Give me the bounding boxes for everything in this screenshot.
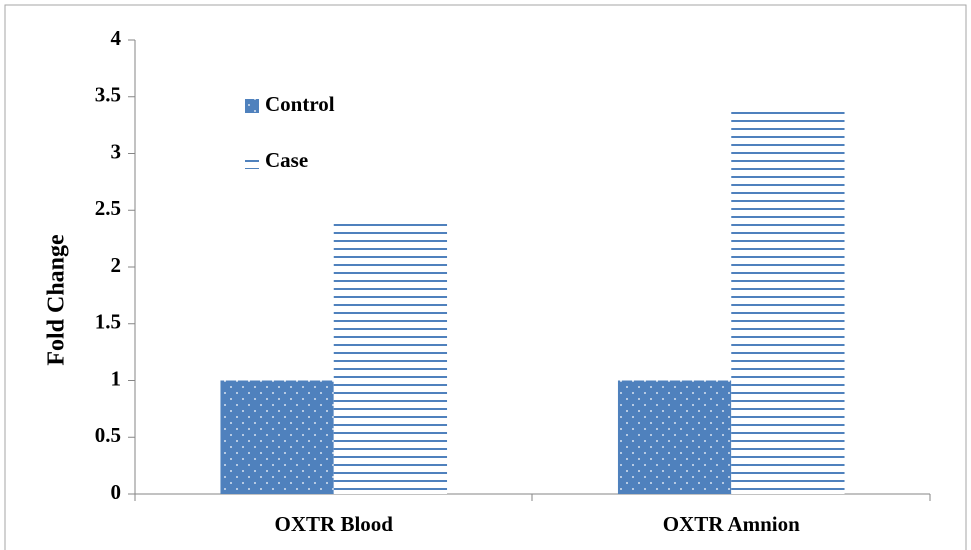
legend-label: Case [265, 148, 308, 172]
bar [220, 380, 334, 494]
y-tick-label: 0.5 [95, 423, 121, 447]
y-axis-label: Fold Change [44, 234, 70, 366]
bar [731, 106, 845, 494]
y-tick-label: 1 [111, 366, 122, 390]
y-tick-label: 2.5 [95, 196, 121, 220]
legend-swatch [245, 99, 259, 113]
y-tick-label: 4 [111, 26, 122, 50]
x-tick-label: OXTR Blood [275, 512, 394, 536]
legend-label: Control [265, 92, 335, 116]
y-tick-label: 0 [111, 480, 122, 504]
y-tick-label: 1.5 [95, 310, 121, 334]
legend-swatch [245, 155, 259, 169]
y-tick-label: 3 [111, 139, 122, 163]
y-tick-label: 2 [111, 253, 122, 277]
x-tick-label: OXTR Amnion [663, 512, 800, 536]
y-tick-label: 3.5 [95, 83, 121, 107]
bar [617, 380, 732, 494]
bar [333, 218, 448, 494]
